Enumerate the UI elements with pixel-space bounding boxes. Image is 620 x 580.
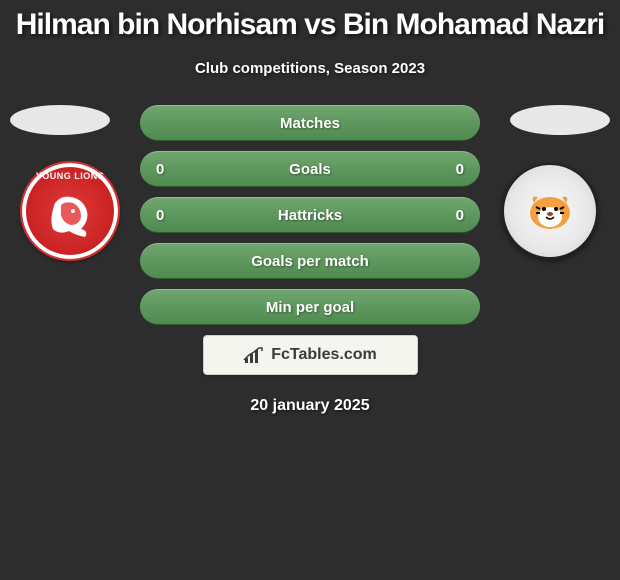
team-badge-right [502, 163, 598, 259]
stat-row-min-per-goal: Min per goal [140, 289, 480, 325]
lion-icon [45, 191, 95, 241]
stat-label: Goals [289, 161, 331, 178]
team-badge-left-text: YOUNG LIONS [22, 171, 118, 181]
player-ellipse-right [510, 105, 610, 135]
page-subtitle: Club competitions, Season 2023 [0, 60, 620, 77]
stat-label: Min per goal [266, 299, 354, 316]
stat-right-value: 0 [456, 161, 464, 178]
stat-row-goals: 0 Goals 0 [140, 151, 480, 187]
stat-row-matches: Matches [140, 105, 480, 141]
player-ellipse-left [10, 105, 110, 135]
source-brand-label: FcTables.com [271, 346, 377, 364]
stat-label: Matches [280, 115, 340, 132]
bar-chart-icon [243, 346, 265, 364]
stat-left-value: 0 [156, 207, 164, 224]
snapshot-date: 20 january 2025 [0, 397, 620, 415]
source-brand-button[interactable]: FcTables.com [203, 335, 418, 375]
stat-label: Goals per match [251, 253, 369, 270]
stats-pill-stack: Matches 0 Goals 0 0 Hattricks 0 Goals pe… [140, 105, 480, 325]
stat-right-value: 0 [456, 207, 464, 224]
page-title: Hilman bin Norhisam vs Bin Mohamad Nazri [0, 0, 620, 42]
stat-left-value: 0 [156, 161, 164, 178]
team-badge-left: YOUNG LIONS [22, 163, 118, 259]
stat-row-hattricks: 0 Hattricks 0 [140, 197, 480, 233]
comparison-content: YOUNG LIONS [0, 105, 620, 415]
stat-row-goals-per-match: Goals per match [140, 243, 480, 279]
stat-label: Hattricks [278, 207, 342, 224]
tiger-icon [522, 183, 578, 239]
